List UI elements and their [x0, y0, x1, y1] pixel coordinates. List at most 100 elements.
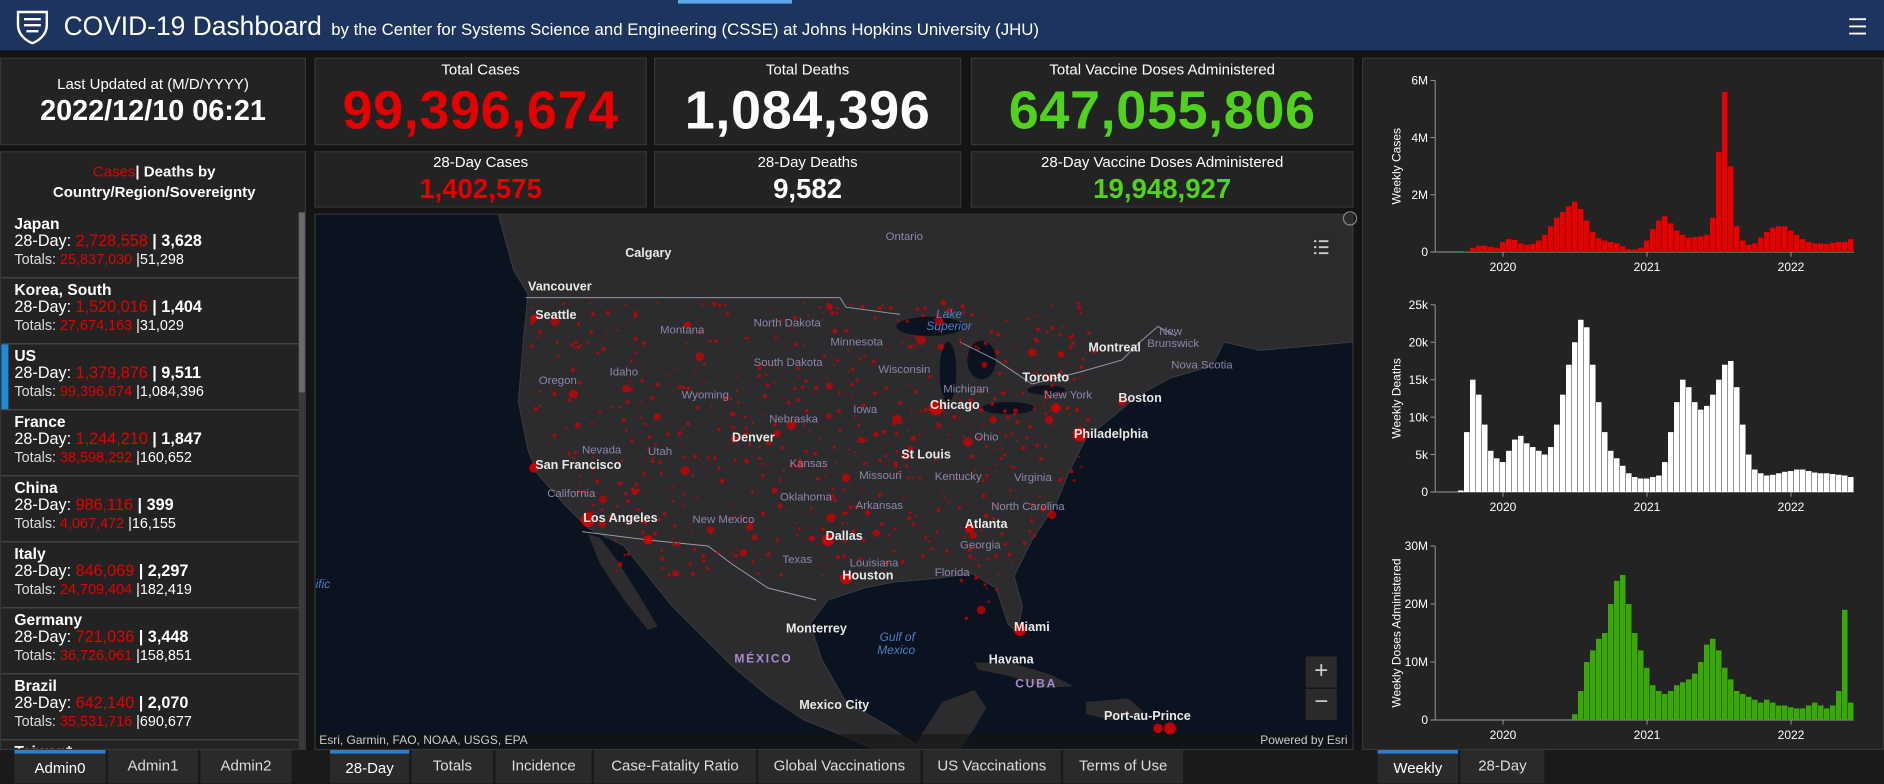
- case-dot: [891, 421, 896, 426]
- bar: [1638, 478, 1644, 493]
- bar: [1752, 243, 1758, 253]
- country-row[interactable]: China 28-Day: 986,116 | 399 Totals: 4,067,…: [1, 476, 299, 543]
- case-dot: [612, 307, 614, 309]
- map-label: North Dakota: [754, 317, 822, 329]
- case-dot: [538, 329, 543, 334]
- case-dot: [901, 559, 905, 564]
- fullscreen-button[interactable]: [1342, 211, 1358, 226]
- bar: [1518, 243, 1524, 253]
- scroll-thumb[interactable]: [298, 212, 305, 393]
- map-label: Missouri: [859, 470, 901, 482]
- case-dot: [591, 474, 594, 477]
- case-dot: [884, 386, 889, 391]
- case-dot: [779, 572, 784, 577]
- tab[interactable]: Admin2: [200, 750, 292, 784]
- case-dot: [995, 350, 1000, 355]
- case-dot: [649, 396, 654, 401]
- case-dot: [964, 616, 969, 620]
- bar: [1728, 166, 1734, 253]
- bar: [1764, 231, 1770, 253]
- zoom-out[interactable]: −: [1305, 688, 1337, 720]
- tab[interactable]: 28-Day: [330, 750, 410, 784]
- case-dot: [967, 547, 972, 552]
- tab[interactable]: Admin0: [14, 750, 106, 784]
- case-cluster: [964, 523, 975, 533]
- borders: [525, 297, 1177, 601]
- case-dot: [1044, 415, 1054, 425]
- case-dot: [1044, 444, 1048, 449]
- tab[interactable]: Weekly: [1377, 750, 1458, 784]
- case-dot: [982, 423, 985, 426]
- case-dot: [1081, 357, 1085, 361]
- case-dot: [1007, 552, 1012, 557]
- case-dot: [948, 501, 951, 504]
- bar: [1752, 469, 1758, 493]
- tab[interactable]: Case-Fatality Ratio: [594, 750, 756, 784]
- map-label: North Carolina: [991, 501, 1065, 513]
- tab[interactable]: Global Vaccinations: [758, 750, 921, 784]
- bar: [1848, 702, 1854, 720]
- menu-button[interactable]: [1848, 17, 1867, 36]
- case-dot: [914, 389, 919, 394]
- case-dot: [766, 440, 772, 446]
- case-dot: [538, 390, 542, 393]
- case-dot: [854, 505, 858, 509]
- country-row[interactable]: Taiwan*: [1, 740, 299, 749]
- bar: [1644, 667, 1650, 720]
- case-dot: [1086, 331, 1091, 336]
- attribution: Esri, Garmin, FAO, NOAA, USGS, EPA: [319, 734, 528, 748]
- tab[interactable]: Totals: [411, 750, 494, 784]
- country-row[interactable]: Brazil 28-Day: 642,140 | 2,070 Totals: 35,…: [1, 674, 299, 741]
- tab[interactable]: Incidence: [495, 750, 592, 784]
- tab[interactable]: Terms of Use: [1063, 750, 1184, 784]
- case-dot: [1028, 348, 1037, 357]
- tab[interactable]: Admin1: [108, 750, 199, 784]
- case-dot: [873, 315, 877, 319]
- country-row[interactable]: Japan 28-Day: 2,728,558 | 3,628 Totals: 25…: [1, 212, 299, 279]
- bar: [1842, 475, 1848, 493]
- country-row[interactable]: France 28-Day: 1,244,210 | 1,847 Totals: 3…: [1, 410, 299, 477]
- case-dot: [793, 418, 796, 421]
- bar: [1680, 234, 1686, 253]
- country-row[interactable]: US 28-Day: 1,379,876 | 9,511 Totals: 99,39…: [1, 344, 299, 411]
- stat-label: 28-Day Cases: [433, 153, 529, 171]
- country-row[interactable]: Italy 28-Day: 846,069 | 2,297 Totals: 24,7…: [1, 542, 299, 609]
- case-dot: [695, 352, 705, 361]
- case-dot: [1028, 529, 1032, 533]
- case-dot: [983, 583, 987, 587]
- case-dot: [570, 368, 575, 373]
- case-cluster: [580, 512, 596, 527]
- case-dot: [605, 310, 610, 315]
- case-dot: [698, 331, 701, 334]
- tab[interactable]: 28-Day: [1460, 750, 1545, 784]
- cuba: [974, 662, 1074, 688]
- legend-button[interactable]: [1305, 231, 1337, 263]
- tab[interactable]: US Vaccinations: [922, 750, 1061, 784]
- case-dot: [923, 407, 928, 412]
- case-dot: [957, 505, 962, 510]
- case-dot: [1047, 510, 1057, 520]
- country-row[interactable]: Germany 28-Day: 721,036 | 3,448 Totals: 36…: [1, 608, 299, 675]
- case-dot: [1009, 465, 1012, 468]
- bar: [1722, 364, 1728, 493]
- case-dot: [743, 336, 747, 339]
- case-dot: [671, 537, 674, 540]
- case-dot: [897, 470, 901, 474]
- country-row[interactable]: Korea, South 28-Day: 1,520,016 | 1,404 Tot…: [1, 278, 299, 345]
- total-deaths: 158,851: [139, 646, 192, 664]
- selected-indicator: [1, 344, 9, 410]
- bar: [1794, 469, 1800, 493]
- case-dot: [1085, 409, 1088, 412]
- bar: [1770, 702, 1776, 720]
- case-dot: [942, 321, 945, 324]
- case-dot: [987, 600, 991, 603]
- powered-by: Powered by Esri: [1260, 734, 1348, 748]
- bar: [1740, 240, 1746, 253]
- case-dot: [921, 527, 924, 529]
- scrollbar[interactable]: [298, 212, 305, 749]
- case-dot: [963, 437, 973, 447]
- case-dot: [1012, 368, 1015, 371]
- zoom-in[interactable]: +: [1305, 656, 1337, 688]
- case-dot: [999, 444, 1002, 447]
- case-dot: [980, 427, 982, 430]
